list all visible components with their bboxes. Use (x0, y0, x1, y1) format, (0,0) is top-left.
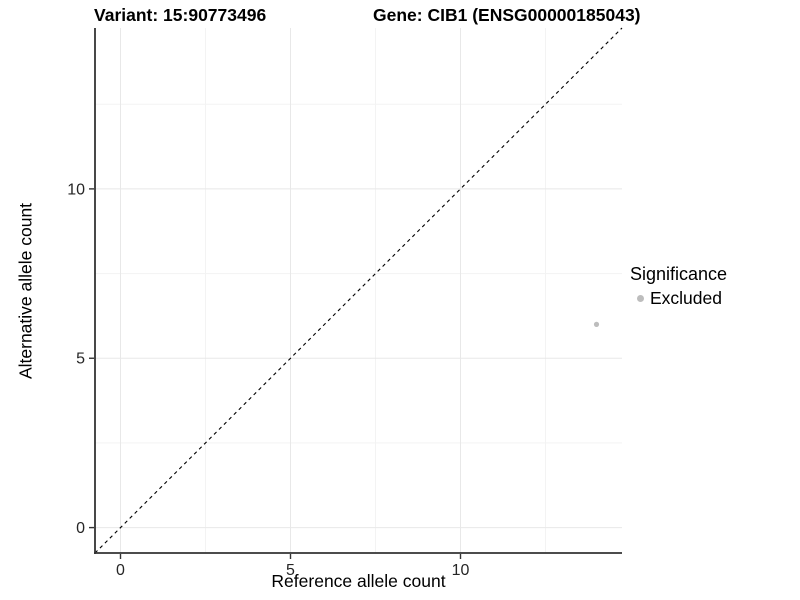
x-tick-label: 10 (452, 562, 470, 579)
y-tick-label: 0 (76, 520, 85, 537)
x-tick-label: 5 (286, 562, 295, 579)
legend-title: Significance (630, 264, 728, 284)
identity-line (94, 27, 623, 554)
legend: Significance Excluded (630, 264, 727, 309)
plot-title-variant: Variant: 15:90773496 (94, 5, 267, 25)
y-tick-label: 5 (76, 351, 85, 368)
legend-entry-label: Excluded (650, 288, 722, 308)
x-tick-label: 0 (116, 562, 125, 579)
y-tick-label: 10 (67, 181, 85, 198)
plot-title-gene: Gene: CIB1 (ENSG00000185043) (373, 5, 641, 25)
legend-entries: Excluded (630, 288, 727, 309)
legend-key (630, 290, 650, 308)
data-point (593, 321, 600, 327)
x-axis-title: Reference allele count (271, 571, 446, 591)
legend-entry: Excluded (630, 288, 727, 309)
legend-point-icon (636, 295, 644, 302)
y-axis-title: Alternative allele count (15, 202, 36, 380)
